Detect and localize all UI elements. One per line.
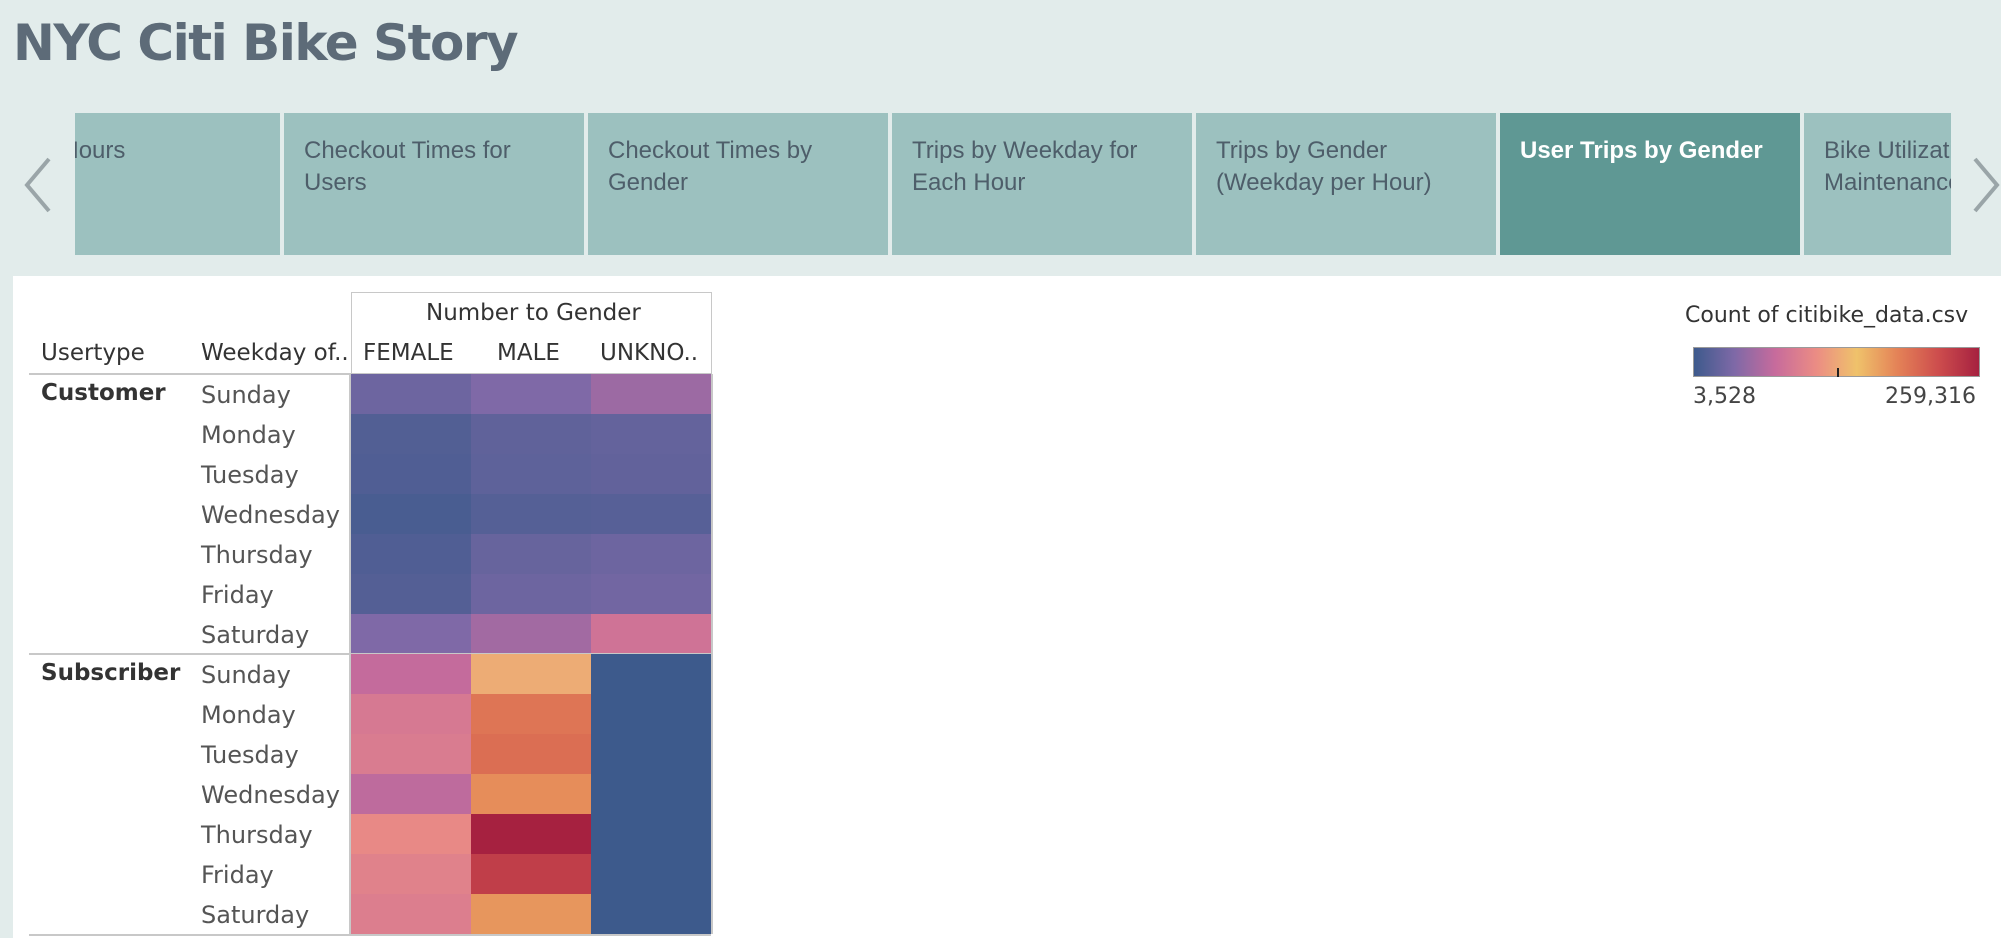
legend-max-label: 259,316	[1885, 384, 1976, 409]
weekday-label: Friday	[201, 581, 274, 609]
heatmap-cell[interactable]	[591, 534, 711, 574]
tab-label: User Trips by Gender	[1520, 137, 1763, 164]
weekday-label: Thursday	[201, 821, 313, 849]
tab-peak-hours[interactable]: Peak Hours	[75, 113, 280, 255]
heatmap-cell[interactable]	[351, 854, 471, 894]
heatmap-cell[interactable]	[471, 654, 591, 694]
tab-trips-by-gender-weekday-per-hour[interactable]: Trips by Gender (Weekday per Hour)	[1196, 113, 1496, 255]
weekday-label: Friday	[201, 861, 274, 889]
weekday-label: Wednesday	[201, 781, 340, 809]
column-header-female: FEMALE	[363, 340, 454, 366]
heatmap-cell[interactable]	[351, 894, 471, 934]
heatmap-cell[interactable]	[351, 734, 471, 774]
heatmap-cell[interactable]	[471, 854, 591, 894]
usertype-label: Customer	[41, 380, 166, 406]
tab-label: Checkout Times for Users	[304, 137, 518, 196]
usertype-label: Subscriber	[41, 660, 181, 686]
heatmap-cell[interactable]	[471, 614, 591, 654]
heatmap-cell[interactable]	[591, 614, 711, 654]
chevron-left-icon[interactable]	[18, 150, 58, 220]
heatmap-cell[interactable]	[471, 894, 591, 934]
color-legend-bar	[1693, 347, 1980, 377]
tab-checkout-times-by-gender[interactable]: Checkout Times by Gender	[588, 113, 888, 255]
heatmap-cell[interactable]	[351, 374, 471, 414]
heatmap-cell[interactable]	[591, 894, 711, 934]
heatmap-cell[interactable]	[591, 454, 711, 494]
header-top-line	[351, 292, 711, 293]
heatmap-cell[interactable]	[591, 734, 711, 774]
weekday-label: Saturday	[201, 901, 310, 929]
heatmap-cell[interactable]	[351, 654, 471, 694]
heatmap-cell[interactable]	[351, 454, 471, 494]
heatmap-cell[interactable]	[351, 414, 471, 454]
heatmap-cell[interactable]	[471, 574, 591, 614]
tab-label: Trips by Gender (Weekday per Hour)	[1216, 137, 1432, 196]
heatmap-cell[interactable]	[471, 534, 591, 574]
column-group-header: Number to Gender	[426, 300, 641, 326]
heatmap-cell[interactable]	[591, 494, 711, 534]
column-header-male: MALE	[497, 340, 560, 366]
heatmap-cell[interactable]	[471, 414, 591, 454]
heatmap-cell[interactable]	[471, 494, 591, 534]
header-right-line	[711, 292, 712, 374]
heatmap-cell[interactable]	[351, 774, 471, 814]
legend-tick	[1837, 368, 1839, 377]
app-title: NYC Citi Bike Story	[13, 14, 519, 72]
weekday-label: Monday	[201, 701, 296, 729]
heatmap-cell[interactable]	[351, 494, 471, 534]
weekday-label: Thursday	[201, 541, 313, 569]
heatmap-cell[interactable]	[471, 454, 591, 494]
heatmap-cell[interactable]	[351, 574, 471, 614]
heatmap-cell[interactable]	[351, 614, 471, 654]
heatmap-cell[interactable]	[471, 814, 591, 854]
chevron-right-icon[interactable]	[1966, 150, 2001, 220]
heatmap-cell[interactable]	[471, 374, 591, 414]
heatmap-cell[interactable]	[591, 574, 711, 614]
heatmap-cell[interactable]	[591, 774, 711, 814]
row-header-divider	[349, 374, 351, 934]
column-header-unknown: UNKNO..	[600, 340, 699, 366]
heatmap-cell[interactable]	[471, 734, 591, 774]
heatmap-cell[interactable]	[591, 414, 711, 454]
story-tabs: Peak Hours Checkout Times for Users Checko…	[75, 113, 1951, 255]
tab-user-trips-by-gender[interactable]: User Trips by Gender	[1500, 113, 1800, 255]
weekday-label: Monday	[201, 421, 296, 449]
weekday-label: Sunday	[201, 381, 291, 409]
heatmap-cell[interactable]	[351, 534, 471, 574]
tab-trips-by-weekday-for-each-hour[interactable]: Trips by Weekday for Each Hour	[892, 113, 1192, 255]
heatmap-cell[interactable]	[591, 374, 711, 414]
row-header-weekday: Weekday of..	[201, 340, 349, 366]
heatmap-cell[interactable]	[591, 814, 711, 854]
weekday-label: Sunday	[201, 661, 291, 689]
dashboard-panel	[13, 276, 2001, 938]
weekday-label: Tuesday	[201, 461, 299, 489]
heatmap-cell[interactable]	[591, 694, 711, 734]
heatmap-cell[interactable]	[591, 654, 711, 694]
heatmap-cell[interactable]	[591, 854, 711, 894]
tab-label: Checkout Times by Gender	[608, 137, 819, 196]
tab-label: Bike Utilization Maintenance	[1824, 137, 1951, 196]
legend-title: Count of citibike_data.csv	[1685, 303, 1969, 328]
heatmap-cell[interactable]	[471, 774, 591, 814]
heatmap-cell[interactable]	[351, 694, 471, 734]
header-left-line	[351, 292, 352, 374]
weekday-label: Wednesday	[201, 501, 340, 529]
grid-right-border	[711, 374, 713, 934]
weekday-label: Tuesday	[201, 741, 299, 769]
table-bottom-line	[29, 934, 711, 936]
heatmap-cell[interactable]	[351, 814, 471, 854]
weekday-label: Saturday	[201, 621, 310, 649]
tab-label: Trips by Weekday for Each Hour	[912, 137, 1145, 196]
row-header-usertype: Usertype	[41, 340, 145, 366]
tab-checkout-times-for-users[interactable]: Checkout Times for Users	[284, 113, 584, 255]
tab-label: Peak Hours	[75, 137, 126, 164]
tab-bike-utilization-maintenance[interactable]: Bike Utilization Maintenance	[1804, 113, 1951, 255]
legend-min-label: 3,528	[1693, 384, 1756, 409]
heatmap-cell[interactable]	[471, 694, 591, 734]
